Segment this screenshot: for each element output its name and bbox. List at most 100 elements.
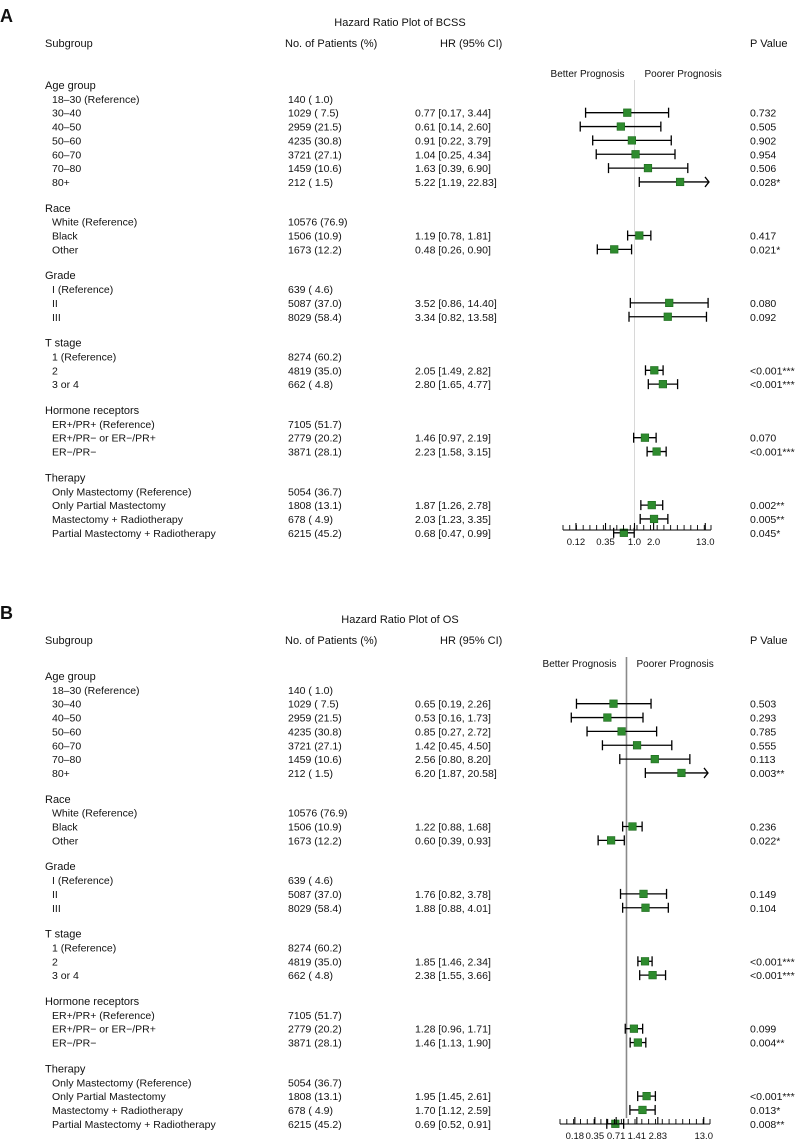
- row-patients: 10576 (76.9): [288, 808, 348, 820]
- hr-marker: [609, 699, 618, 708]
- ci-arrow-high: [703, 767, 709, 779]
- row-label: 2: [52, 365, 58, 377]
- row-patients: 212 ( 1.5): [288, 177, 333, 189]
- x-axis-tick-label: 13.0: [694, 1131, 713, 1142]
- row-pvalue: 0.293: [750, 713, 776, 725]
- row-label: Partial Mastectomy + Radiotherapy: [52, 528, 216, 540]
- row-patients: 7105 (51.7): [288, 419, 342, 431]
- hr-marker: [650, 366, 659, 375]
- row-label: I (Reference): [52, 875, 113, 887]
- row-pvalue: 0.092: [750, 312, 776, 324]
- row-pvalue: <0.001***: [750, 1091, 795, 1103]
- row-label: 70–80: [52, 163, 81, 175]
- row-pvalue: 0.503: [750, 699, 776, 711]
- row-patients: 2779 (20.2): [288, 1024, 342, 1036]
- row-label: 30–40: [52, 108, 81, 120]
- row-hr-ci: 0.69 [0.52, 0.91]: [415, 1119, 491, 1131]
- row-patients: 4235 (30.8): [288, 726, 342, 738]
- header-subgroup: Subgroup: [45, 38, 93, 50]
- row-pvalue: 0.045*: [750, 528, 780, 540]
- direction-label-better: Better Prognosis: [543, 659, 617, 670]
- row-hr-ci: 1.42 [0.45, 4.50]: [415, 740, 491, 752]
- row-patients: 678 ( 4.9): [288, 1105, 333, 1117]
- hr-marker: [635, 231, 644, 240]
- row-label: Black: [52, 231, 78, 243]
- row-label: Partial Mastectomy + Radiotherapy: [52, 1119, 216, 1131]
- panel-label: B: [0, 603, 13, 623]
- row-hr-ci: 0.91 [0.22, 3.79]: [415, 135, 491, 147]
- row-label: 40–50: [52, 122, 81, 134]
- hr-marker: [617, 727, 626, 736]
- row-pvalue: 0.902: [750, 135, 776, 147]
- group-label: T stage: [45, 929, 82, 941]
- group-label: Therapy: [45, 472, 86, 484]
- header-subgroup: Subgroup: [45, 635, 93, 647]
- row-patients: 2779 (20.2): [288, 433, 342, 445]
- row-pvalue: 0.236: [750, 822, 776, 834]
- row-hr-ci: 1.70 [1.12, 2.59]: [415, 1105, 491, 1117]
- hr-marker: [606, 836, 616, 845]
- row-patients: 662 ( 4.8): [288, 379, 333, 391]
- row-label: Only Mastectomy (Reference): [52, 1077, 191, 1089]
- row-hr-ci: 1.85 [1.46, 2.34]: [415, 956, 491, 968]
- row-label: 1 (Reference): [52, 351, 116, 363]
- row-label: 18–30 (Reference): [52, 685, 140, 697]
- row-hr-ci: 0.61 [0.14, 2.60]: [415, 122, 491, 134]
- row-patients: 5087 (37.0): [288, 298, 342, 310]
- chart-title: Hazard Ratio Plot of BCSS: [334, 17, 465, 29]
- row-label: 50–60: [52, 135, 81, 147]
- row-patients: 212 ( 1.5): [288, 768, 333, 780]
- hr-marker: [633, 1038, 642, 1047]
- row-pvalue: 0.005**: [750, 514, 784, 526]
- row-label: Only Partial Mastectomy: [52, 500, 167, 512]
- group-label: Age group: [45, 671, 96, 683]
- hr-marker: [641, 903, 650, 912]
- hr-marker: [649, 514, 659, 524]
- row-label: ER+/PR− or ER−/PR+: [52, 433, 156, 445]
- row-hr-ci: 3.34 [0.82, 13.58]: [415, 312, 497, 324]
- row-label: 60–70: [52, 149, 81, 161]
- x-axis-tick-label: 1.0: [628, 537, 641, 548]
- row-label: 18–30 (Reference): [52, 94, 140, 106]
- row-patients: 4819 (35.0): [288, 365, 342, 377]
- row-label: II: [52, 298, 58, 310]
- row-hr-ci: 0.77 [0.17, 3.44]: [415, 108, 491, 120]
- row-label: ER+/PR+ (Reference): [52, 419, 155, 431]
- hr-marker: [629, 1024, 639, 1033]
- hr-marker: [665, 298, 674, 308]
- row-pvalue: 0.785: [750, 726, 776, 738]
- row-pvalue: 0.954: [750, 149, 776, 161]
- x-axis-tick-label: 2.0: [647, 537, 660, 548]
- row-pvalue: 0.505: [750, 122, 776, 134]
- row-pvalue: 0.149: [750, 889, 776, 901]
- row-label: 80+: [52, 768, 70, 780]
- row-patients: 6215 (45.2): [288, 528, 342, 540]
- group-label: Age group: [45, 80, 96, 92]
- row-hr-ci: 6.20 [1.87, 20.58]: [415, 768, 497, 780]
- hr-marker: [632, 741, 642, 750]
- hr-marker: [623, 108, 632, 117]
- row-pvalue: <0.001***: [750, 970, 795, 982]
- row-hr-ci: 0.85 [0.27, 2.72]: [415, 726, 491, 738]
- x-axis-tick-label: 0.35: [596, 537, 615, 548]
- row-hr-ci: 1.04 [0.25, 4.34]: [415, 149, 491, 161]
- row-patients: 1673 (12.2): [288, 835, 342, 847]
- row-hr-ci: 1.88 [0.88, 4.01]: [415, 903, 491, 915]
- row-hr-ci: 1.87 [1.26, 2.78]: [415, 500, 491, 512]
- x-axis-tick-label: 0.18: [566, 1131, 585, 1142]
- row-patients: 1808 (13.1): [288, 500, 342, 512]
- row-pvalue: 0.022*: [750, 835, 780, 847]
- direction-label-poorer: Poorer Prognosis: [644, 69, 721, 80]
- hr-marker: [603, 713, 612, 722]
- row-hr-ci: 2.38 [1.55, 3.66]: [415, 970, 491, 982]
- row-pvalue: 0.004**: [750, 1038, 784, 1050]
- row-label: Other: [52, 244, 79, 256]
- row-hr-ci: 0.60 [0.39, 0.93]: [415, 835, 491, 847]
- row-patients: 5087 (37.0): [288, 889, 342, 901]
- row-pvalue: 0.506: [750, 163, 776, 175]
- header-patients: No. of Patients (%): [285, 38, 377, 50]
- hr-marker: [640, 957, 650, 966]
- row-pvalue: 0.003**: [750, 768, 784, 780]
- row-hr-ci: 1.63 [0.39, 6.90]: [415, 163, 491, 175]
- row-pvalue: 0.732: [750, 108, 776, 120]
